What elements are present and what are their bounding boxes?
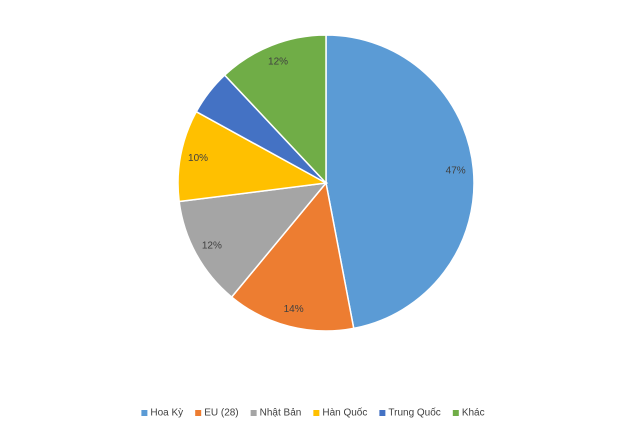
data-label: 12% (202, 240, 222, 251)
data-label: 10% (188, 153, 208, 164)
pie-slice (178, 182, 328, 299)
legend-swatch (195, 410, 202, 416)
data-label: 47% (446, 165, 466, 176)
legend-swatch (141, 410, 148, 416)
pie-slice (177, 110, 329, 203)
pie-slice (230, 181, 355, 332)
legend-label: Nhật Bản (260, 408, 302, 419)
legend-swatch (452, 410, 459, 416)
legend-swatch (313, 410, 320, 416)
data-label: 12% (268, 57, 288, 68)
legend-label: Trung Quốc (388, 407, 440, 419)
legend-label: Hàn Quốc (322, 407, 367, 419)
pie-slice (223, 34, 327, 185)
legend-label: Khác (462, 408, 485, 419)
data-label: 14% (284, 304, 304, 315)
legend: Hoa Kỳ EU (28) Nhật Bản Hàn Quốc Trung Quốc K… (141, 407, 485, 419)
pie-slice (325, 34, 475, 330)
legend-swatch (250, 410, 257, 416)
legend-label: Hoa Kỳ (150, 408, 183, 419)
legend-label: EU (28) (204, 408, 238, 419)
legend-swatch (379, 410, 386, 416)
